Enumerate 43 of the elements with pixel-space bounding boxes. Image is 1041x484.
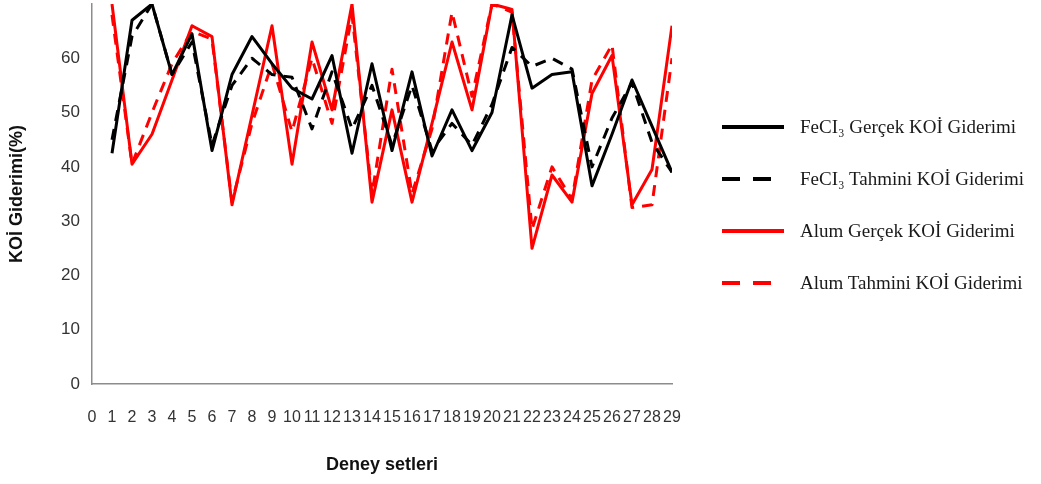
x-tick-label: 0 (87, 408, 97, 426)
x-tick-label: 17 (423, 408, 441, 426)
x-tick-label: 13 (343, 408, 361, 426)
x-tick-label: 16 (403, 408, 421, 426)
x-tick-label: 29 (663, 408, 681, 426)
x-tick-label: 5 (187, 408, 197, 426)
x-tick-label: 19 (463, 408, 481, 426)
x-tick-label: 11 (303, 408, 321, 426)
legend-label: Alum Tahmini KOİ Giderimi (800, 272, 1023, 294)
x-tick-label: 12 (323, 408, 341, 426)
x-tick-label: 27 (623, 408, 641, 426)
x-tick-label: 25 (583, 408, 601, 426)
legend-label: FeCI₃ Tahmini KOİ Giderimi (800, 168, 1024, 190)
y-tick-label: 30 (61, 210, 80, 230)
x-tick-label: 10 (283, 408, 301, 426)
legend-label: FeCI₃ Gerçek KOİ Giderimi (800, 116, 1017, 138)
y-tick-label: 60 (61, 47, 80, 67)
y-tick-label: 10 (61, 319, 80, 339)
x-tick-label: 7 (227, 408, 237, 426)
y-axis-title: KOİ Giderimi(%) (5, 124, 26, 264)
y-tick-label: 50 (61, 102, 80, 122)
x-tick-label: 28 (643, 408, 661, 426)
x-tick-label: 9 (267, 408, 277, 426)
x-axis-title: Deney setleri (325, 454, 439, 475)
x-tick-label: 3 (147, 408, 157, 426)
x-tick-label: 6 (207, 408, 217, 426)
y-tick-label: 0 (70, 373, 80, 393)
x-tick-label: 15 (383, 408, 401, 426)
x-tick-label: 2 (127, 408, 137, 426)
x-tick-label: 22 (523, 408, 541, 426)
x-tick-label: 21 (503, 408, 521, 426)
x-tick-label: 20 (483, 408, 501, 426)
x-tick-label: 18 (443, 408, 461, 426)
y-tick-label: 40 (61, 156, 80, 176)
x-tick-label: 14 (363, 408, 381, 426)
x-tick-label: 23 (543, 408, 561, 426)
x-tick-label: 1 (107, 408, 117, 426)
x-tick-label: 24 (563, 408, 581, 426)
legend-label: Alum Gerçek KOİ Giderimi (800, 220, 1015, 242)
x-tick-label: 8 (247, 408, 257, 426)
x-tick-label: 26 (603, 408, 621, 426)
x-tick-label: 4 (167, 408, 177, 426)
y-tick-label: 20 (61, 265, 80, 285)
